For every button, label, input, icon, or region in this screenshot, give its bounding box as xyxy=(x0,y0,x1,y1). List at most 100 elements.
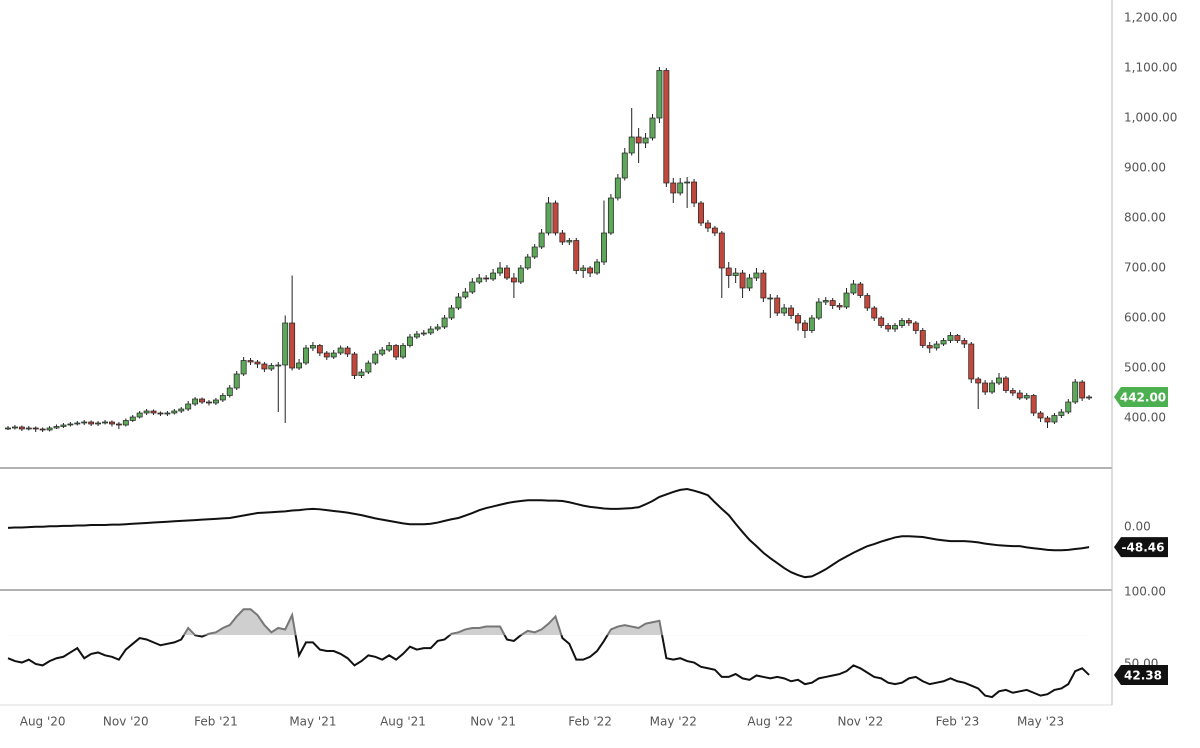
last-value-label: -48.46 xyxy=(1122,541,1165,555)
candle-body xyxy=(642,137,649,144)
candle-body xyxy=(1030,395,1037,414)
candle-body xyxy=(365,362,372,373)
last-value-badge xyxy=(1114,664,1168,685)
candle-body xyxy=(725,267,732,276)
candle-body xyxy=(989,382,996,393)
candle-body xyxy=(102,421,108,424)
candle-body xyxy=(46,427,53,431)
candle-body xyxy=(233,373,240,389)
x-tick-label: Aug '21 xyxy=(380,715,426,729)
candle-body xyxy=(504,267,510,279)
candle-body xyxy=(143,410,150,414)
y-tick-label: 500.00 xyxy=(1124,361,1166,375)
candle-body xyxy=(490,272,497,280)
candle-body xyxy=(871,307,878,319)
candle-body xyxy=(185,403,192,410)
candle-body xyxy=(358,371,365,376)
candle-body xyxy=(226,387,233,396)
candle-body xyxy=(25,427,32,430)
candle-body xyxy=(857,283,864,296)
momentum-line xyxy=(7,488,1090,579)
candle-body xyxy=(434,326,441,330)
candle-body xyxy=(95,422,102,425)
last-value-label: 442.00 xyxy=(1120,391,1166,405)
candle-body xyxy=(309,345,316,349)
y-tick-label: 700.00 xyxy=(1124,261,1166,275)
y-tick-label: 800.00 xyxy=(1124,211,1166,225)
candle-body xyxy=(1079,381,1086,399)
candle-body xyxy=(1065,401,1072,413)
candle-body xyxy=(1016,392,1023,399)
candle-body xyxy=(788,307,795,316)
candle-body xyxy=(406,336,413,346)
candle-body xyxy=(53,426,60,429)
candle-body xyxy=(566,240,573,243)
candle-body xyxy=(892,325,898,330)
candle-body xyxy=(386,345,393,351)
candle-body xyxy=(497,267,503,274)
candle-body xyxy=(178,408,185,412)
candle-body xyxy=(718,232,725,269)
candle-body xyxy=(39,428,46,431)
candle-body xyxy=(552,202,559,234)
candle-body xyxy=(538,232,545,248)
candle-body xyxy=(18,426,25,430)
x-tick-label: Feb '21 xyxy=(194,715,238,729)
x-tick-label: Nov '20 xyxy=(103,715,149,729)
candle-body xyxy=(628,136,635,154)
candle-body xyxy=(296,362,303,369)
last-value-label: 42.38 xyxy=(1124,668,1162,682)
candle-body xyxy=(795,315,801,324)
candle-body xyxy=(164,412,171,415)
candle-body xyxy=(677,182,684,194)
x-tick-label: Feb '23 xyxy=(936,715,980,729)
candle-body xyxy=(1051,415,1058,423)
x-tick-label: Aug '22 xyxy=(747,715,793,729)
candle-body xyxy=(1044,417,1051,423)
candle-body xyxy=(212,399,219,404)
x-tick-label: Aug '20 xyxy=(20,715,66,729)
oscillator-line xyxy=(7,635,1090,699)
candle-body xyxy=(808,317,815,331)
candle-body xyxy=(912,322,919,331)
candle-body xyxy=(517,267,524,283)
candle-body xyxy=(843,292,850,308)
candle-body xyxy=(1037,412,1044,419)
candle-body xyxy=(836,305,843,308)
candle-body xyxy=(621,152,628,179)
candle-body xyxy=(192,398,199,405)
candle-body xyxy=(206,401,212,404)
candle-body xyxy=(303,347,309,364)
candle-body xyxy=(711,227,718,234)
candle-body xyxy=(88,421,95,425)
candle-body xyxy=(760,272,767,299)
candle-body xyxy=(531,246,538,258)
candle-body xyxy=(926,345,933,349)
candle-body xyxy=(60,424,67,427)
candle-body xyxy=(115,423,122,426)
candle-body xyxy=(996,377,1002,384)
candle-body xyxy=(351,353,358,376)
candle-body xyxy=(275,364,282,367)
candle-body xyxy=(344,347,351,355)
y-tick-label: 900.00 xyxy=(1124,161,1166,175)
y-tick-label: 100.00 xyxy=(1124,585,1166,599)
candle-body xyxy=(656,70,663,119)
candle-body xyxy=(483,277,490,280)
candle-body xyxy=(337,347,344,354)
candle-body xyxy=(559,232,566,243)
candle-body xyxy=(441,317,448,328)
candle-body xyxy=(663,70,670,184)
x-tick-label: Nov '21 xyxy=(470,715,516,729)
candle-body xyxy=(684,181,691,184)
candle-body xyxy=(732,272,739,276)
candle-body xyxy=(247,360,254,363)
candle-body xyxy=(1002,377,1009,391)
y-tick-label: 400.00 xyxy=(1124,411,1166,425)
candle-body xyxy=(268,365,275,370)
candle-body xyxy=(573,240,580,271)
candle-body xyxy=(739,272,746,289)
x-tick-label: Nov '22 xyxy=(837,715,883,729)
y-tick-label: 1,200.00 xyxy=(1124,11,1177,25)
